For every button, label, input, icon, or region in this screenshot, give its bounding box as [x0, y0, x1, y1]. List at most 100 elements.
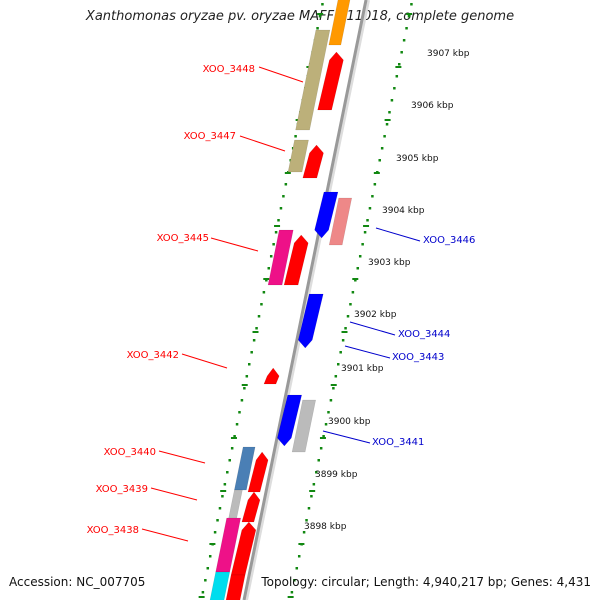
- outer-tick: [407, 15, 411, 18]
- gene-label-xoo-3445[interactable]: XOO_3445: [157, 233, 209, 244]
- outer-tick: [402, 39, 406, 42]
- label-leader: [258, 66, 304, 83]
- outer-tick: [334, 375, 338, 378]
- inner-tick: [252, 339, 256, 342]
- outer-tick: [368, 207, 372, 210]
- outer-tick: [393, 87, 396, 90]
- inner-tick: [279, 207, 283, 210]
- inner-tick: [272, 243, 275, 246]
- gene-label-xoo-3442[interactable]: XOO_3442: [127, 350, 179, 361]
- outer-tick: [354, 279, 357, 282]
- inner-tick: [243, 387, 246, 390]
- outer-tick: [344, 327, 347, 330]
- inner-tick: [233, 435, 236, 438]
- outer-tick: [356, 267, 360, 270]
- gene-label-xoo-3444[interactable]: XOO_3444: [398, 329, 450, 340]
- inner-tick: [265, 279, 268, 282]
- outer-tick: [373, 183, 377, 186]
- gene-xoo-3442: [263, 367, 280, 385]
- gene-xoo-3447-red: [302, 144, 324, 179]
- inner-tick: [201, 591, 205, 594]
- outer-tick: [319, 447, 323, 450]
- outer-tick: [385, 123, 389, 126]
- scale-label: 3900 kbp: [328, 417, 371, 427]
- gene-label-xoo-3441[interactable]: XOO_3441: [372, 437, 424, 448]
- outer-tick: [358, 255, 362, 258]
- outer-tick: [322, 435, 325, 438]
- outer-tick: [327, 411, 330, 414]
- outer-tick: [302, 531, 306, 534]
- inner-tick: [277, 219, 280, 222]
- label-leader: [239, 135, 286, 152]
- inner-tick: [223, 483, 227, 486]
- forward-gene-labels: XOO_3448 XOO_3447 XOO_3445 XOO_3442 XOO_…: [87, 64, 255, 536]
- outer-tick: [332, 387, 335, 390]
- gene-label-xoo-3447[interactable]: XOO_3447: [184, 131, 236, 142]
- outer-tick: [336, 363, 340, 366]
- scale-labels: 3907 kbp 3906 kbp 3905 kbp 3904 kbp 3903…: [304, 49, 470, 532]
- inner-tick: [282, 195, 285, 198]
- scale-label: 3907 kbp: [427, 49, 470, 59]
- outer-tick: [397, 63, 401, 66]
- outer-tick: [341, 339, 345, 342]
- inner-tick: [255, 327, 258, 330]
- label-leader: [150, 487, 198, 501]
- outer-tick: [305, 519, 308, 522]
- gene-xoo-3445-magenta: [267, 229, 294, 286]
- outer-tick: [351, 291, 355, 294]
- label-leader: [181, 353, 228, 369]
- gene-cyan: [209, 571, 231, 600]
- outer-tick: [297, 555, 301, 558]
- inner-tick: [226, 471, 229, 474]
- gene-xoo-3446-blue: [314, 191, 339, 239]
- inner-tick: [247, 363, 251, 366]
- label-leader: [322, 430, 371, 444]
- outer-tick: [317, 459, 320, 462]
- gene-label-xoo-3448[interactable]: XOO_3448: [203, 64, 255, 75]
- outer-tick: [307, 507, 311, 510]
- inner-tick: [257, 315, 261, 318]
- outer-tick: [312, 483, 316, 486]
- inner-tick: [250, 351, 253, 354]
- outer-tick: [315, 471, 318, 474]
- outer-tick: [405, 27, 408, 30]
- gene-label-xoo-3440[interactable]: XOO_3440: [104, 447, 156, 458]
- outer-tick: [290, 591, 294, 594]
- map-title: Xanthomonas oryzae pv. oryzae MAFF 31101…: [85, 9, 515, 24]
- outer-tick: [324, 423, 328, 426]
- inner-tick: [321, 3, 324, 6]
- outer-tick: [371, 195, 374, 198]
- inner-tick: [245, 375, 249, 378]
- outer-tick: [363, 231, 367, 234]
- gene-xoo-3440-red: [247, 451, 269, 493]
- scale-label: 3902 kbp: [354, 310, 397, 320]
- scale-label: 3903 kbp: [368, 258, 411, 268]
- gene-label-xoo-3443[interactable]: XOO_3443: [392, 352, 444, 363]
- inner-tick: [221, 495, 224, 498]
- outer-tick: [361, 243, 364, 246]
- gene-xoo-3447-olive: [287, 139, 309, 173]
- scale-label: 3906 kbp: [411, 101, 454, 111]
- outer-tick: [349, 303, 352, 306]
- gene-xoo-3440-steel: [234, 446, 256, 491]
- gene-xoo-3446-pink: [328, 197, 353, 246]
- gene-label-xoo-3439[interactable]: XOO_3439: [96, 484, 148, 495]
- label-leader: [349, 321, 396, 336]
- gene-label-xoo-3438[interactable]: XOO_3438: [87, 525, 139, 536]
- outer-tick: [310, 495, 313, 498]
- inner-tick: [240, 399, 244, 402]
- label-leader: [210, 237, 259, 252]
- gene-label-xoo-3446[interactable]: XOO_3446: [423, 235, 475, 246]
- outer-tick: [366, 219, 369, 222]
- label-leaders: [141, 66, 421, 542]
- backbone-line: [242, 0, 368, 600]
- inner-tick: [228, 459, 231, 462]
- scale-label: 3898 kbp: [304, 522, 347, 532]
- gene-xoo-3441-blue: [277, 394, 303, 447]
- gene-xoo-3448-red: [317, 51, 344, 111]
- outer-tick: [295, 567, 299, 570]
- genome-backbone: [242, 0, 370, 600]
- inner-tick: [208, 555, 212, 558]
- inner-tick: [260, 303, 263, 306]
